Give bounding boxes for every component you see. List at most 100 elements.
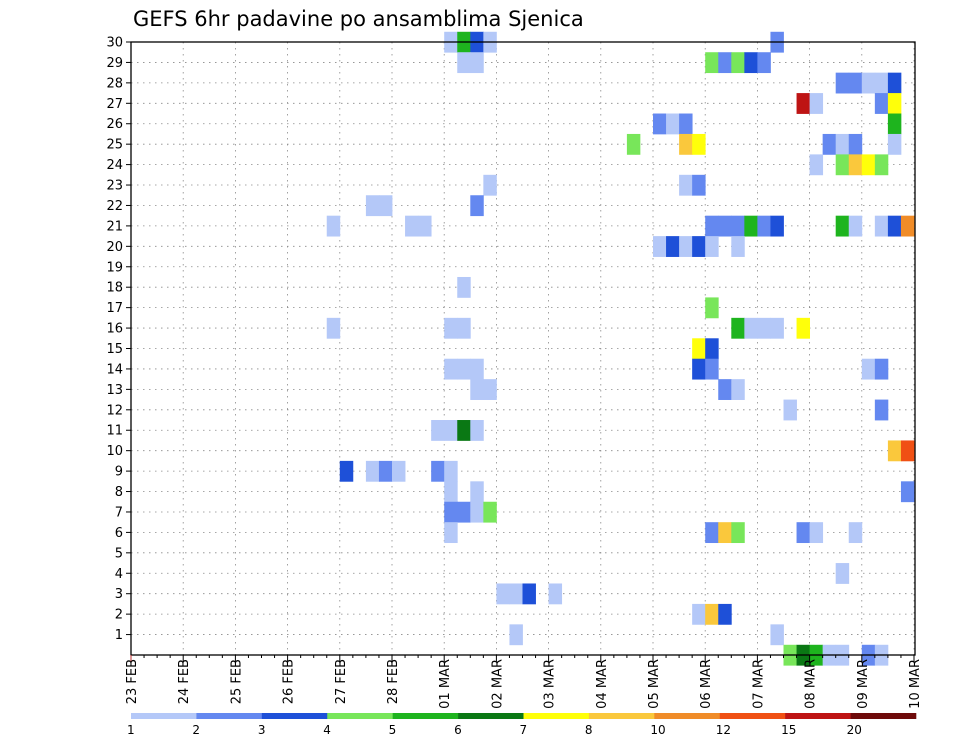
precip-cell	[874, 154, 889, 176]
x-tick-label: 09 MAR	[856, 659, 871, 709]
precip-cell	[692, 236, 706, 257]
precip-cell	[692, 338, 706, 360]
precip-cell	[548, 583, 563, 605]
precip-cell	[874, 399, 889, 421]
legend-swatch	[719, 713, 786, 719]
precip-cell	[326, 215, 341, 237]
precip-cell	[365, 460, 380, 482]
precip-cell	[770, 317, 784, 339]
precip-cell	[835, 154, 850, 176]
legend-label: 7	[520, 723, 528, 737]
precip-cell	[679, 113, 693, 135]
x-tick-label: 04 MAR	[595, 659, 610, 709]
legend-label: 3	[258, 723, 266, 737]
precip-cell	[496, 583, 510, 605]
precip-cell	[731, 379, 745, 400]
legend-swatch	[785, 713, 851, 719]
precip-cell	[679, 133, 693, 155]
legend-label: 4	[323, 723, 331, 737]
precip-cell	[444, 420, 458, 441]
precip-cell	[809, 93, 824, 114]
color-legend: 1 2 3 4 5 6 7 8 10 12 15 20	[127, 713, 917, 737]
y-tick-label: 14	[106, 362, 123, 377]
legend-swatch	[654, 713, 721, 719]
precip-cell	[809, 522, 824, 544]
precip-cell	[431, 420, 445, 441]
precip-cell	[822, 133, 837, 155]
precip-cell	[887, 215, 902, 237]
legend-label: 5	[389, 723, 397, 737]
precip-cell	[705, 522, 719, 544]
precip-cell	[848, 215, 863, 237]
precip-cell	[444, 501, 458, 523]
precip-cell	[861, 358, 876, 380]
y-tick-label: 16	[106, 322, 123, 337]
precip-cell	[887, 133, 902, 155]
x-tick-label: 05 MAR	[647, 659, 662, 709]
precip-cell	[835, 563, 850, 584]
precip-cell	[900, 215, 915, 237]
y-tick-label: 24	[106, 158, 123, 173]
y-tick-label: 11	[106, 424, 123, 439]
precip-cell	[339, 460, 354, 482]
precip-cell	[874, 215, 889, 237]
y-tick-label: 6	[115, 526, 123, 541]
y-tick-label: 30	[106, 36, 123, 51]
x-tick-label: 10 MAR	[908, 659, 923, 709]
precip-cell	[444, 317, 458, 339]
precip-cell	[809, 154, 824, 176]
x-tick-label: 08 MAR	[804, 659, 819, 709]
x-tick-label: 06 MAR	[699, 659, 714, 709]
y-tick-label: 10	[106, 444, 123, 459]
precip-cell	[900, 481, 915, 503]
y-tick-label: 28	[106, 76, 123, 91]
precip-cell	[457, 52, 471, 74]
y-tick-label: 17	[106, 301, 123, 316]
x-axis: 23 FEB 24 FEB 25 FEB 26 FEB 27 FEB 28 FEB 01 M…	[125, 655, 923, 709]
precip-cell	[796, 93, 810, 114]
legend-swatch	[392, 713, 459, 719]
legend-swatch	[850, 713, 917, 719]
x-tick-label: 25 FEB	[229, 659, 244, 704]
y-tick-label: 27	[106, 97, 123, 112]
precip-cell	[470, 379, 484, 400]
precip-cell	[757, 52, 771, 74]
precip-cell	[470, 52, 484, 74]
precip-cell	[757, 317, 771, 339]
precip-cell	[705, 236, 719, 257]
precip-cell	[483, 501, 497, 523]
precip-cell	[457, 358, 471, 380]
legend-label: 2	[192, 723, 200, 737]
precip-cell	[887, 93, 902, 114]
legend-swatch	[458, 713, 524, 719]
precip-cell	[483, 379, 497, 400]
precip-cell	[470, 501, 484, 523]
x-tick-label: 07 MAR	[751, 659, 766, 709]
legend-swatch	[523, 713, 590, 719]
y-axis: 1234567891011121314151617181920212223242…	[106, 36, 131, 643]
y-tick-label: 15	[106, 342, 123, 357]
precip-cell	[692, 133, 706, 155]
precip-cell	[848, 133, 863, 155]
precip-cell	[887, 440, 902, 462]
x-tick-label: 27 FEB	[334, 659, 349, 704]
y-tick-label: 22	[106, 199, 123, 214]
legend-label: 20	[847, 723, 862, 737]
precip-cell	[887, 113, 902, 135]
precip-cell	[522, 583, 536, 605]
y-tick-label: 9	[115, 465, 123, 480]
precip-cell	[731, 522, 745, 544]
precip-cell	[444, 481, 458, 503]
precip-cell	[653, 236, 667, 257]
y-tick-label: 25	[106, 138, 123, 153]
legend-swatch	[261, 713, 328, 719]
precip-cell	[718, 603, 732, 625]
legend-label: 1	[127, 723, 135, 737]
y-tick-label: 5	[115, 546, 123, 561]
precip-cell	[835, 215, 850, 237]
x-tick-label: 26 FEB	[282, 659, 297, 704]
precip-cell	[835, 72, 850, 94]
legend-swatch	[131, 713, 197, 719]
precip-cell	[378, 460, 393, 482]
precip-cell	[444, 460, 458, 482]
